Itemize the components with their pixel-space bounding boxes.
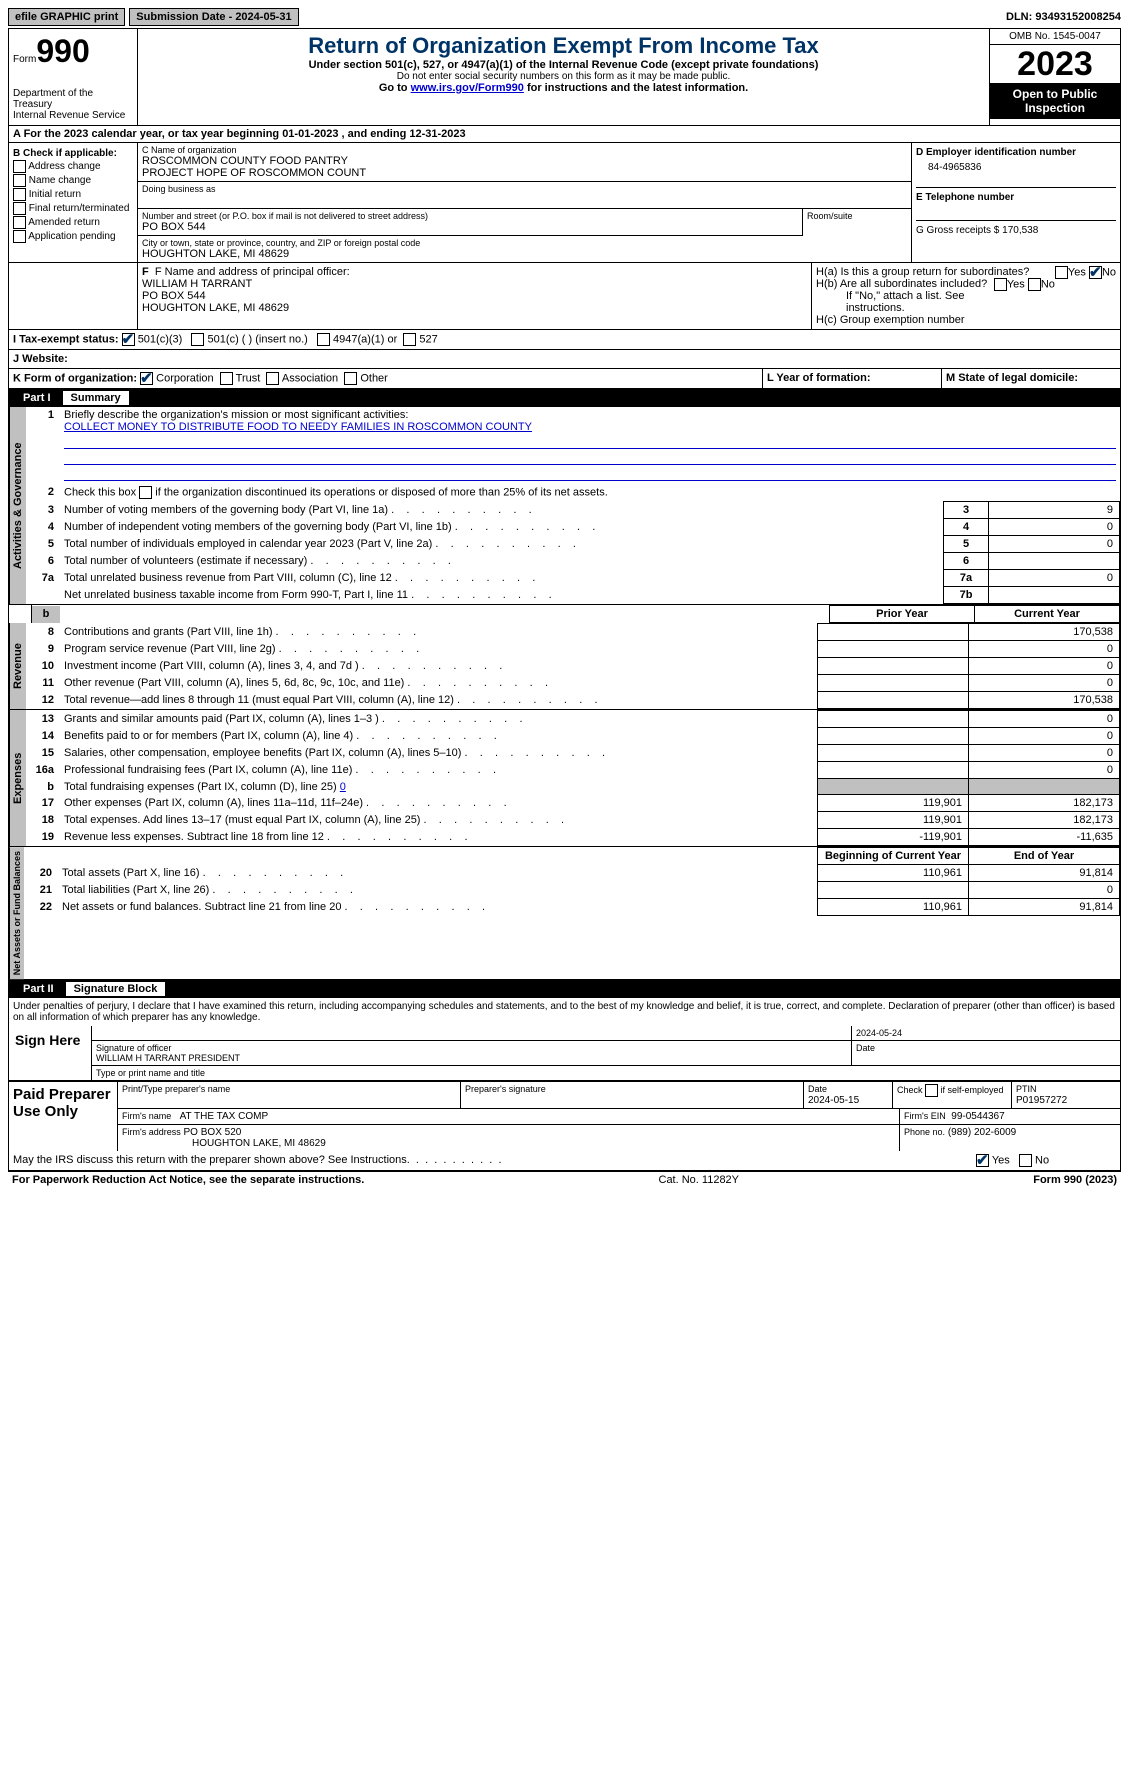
form-title-block: Return of Organization Exempt From Incom…	[138, 29, 989, 125]
efile-print-button[interactable]: efile GRAPHIC print	[8, 8, 125, 26]
section-c: C Name of organization ROSCOMMON COUNTY …	[138, 143, 912, 262]
form-id-block: Form990 Department of the Treasury Inter…	[9, 29, 138, 125]
mission-text: COLLECT MONEY TO DISTRIBUTE FOOD TO NEED…	[64, 421, 532, 433]
line-a: A For the 2023 calendar year, or tax yea…	[9, 126, 1120, 143]
section-d: D Employer identification number 84-4965…	[912, 143, 1120, 262]
section-j: J Website:	[9, 350, 1120, 368]
part1-header: Part I Summary	[9, 389, 1120, 407]
section-f: F F Name and address of principal office…	[138, 263, 812, 329]
perjury-text: Under penalties of perjury, I declare th…	[9, 998, 1120, 1026]
section-m: M State of legal domicile:	[942, 369, 1120, 388]
paid-preparer-label: Paid Preparer Use Only	[9, 1082, 118, 1151]
section-b: B Check if applicable: Address change Na…	[9, 143, 138, 262]
section-l: L Year of formation:	[763, 369, 942, 388]
part2-header: Part II Signature Block	[9, 980, 1120, 998]
section-k: K Form of organization: Corporation Trus…	[9, 369, 763, 388]
sign-here-label: Sign Here	[9, 1026, 92, 1080]
dln-label: DLN: 93493152008254	[1006, 11, 1121, 23]
tab-expenses: Expenses	[9, 710, 26, 846]
page-footer: For Paperwork Reduction Act Notice, see …	[8, 1171, 1121, 1188]
tab-revenue: Revenue	[9, 623, 26, 709]
submission-date-label: Submission Date - 2024-05-31	[129, 8, 298, 26]
irs-link[interactable]: www.irs.gov/Form990	[411, 82, 524, 94]
year-block: OMB No. 1545-0047 2023 Open to Public In…	[989, 29, 1120, 125]
section-h: H(a) Is this a group return for subordin…	[812, 263, 1120, 329]
discuss-question: May the IRS discuss this return with the…	[9, 1151, 972, 1170]
tab-net-assets: Net Assets or Fund Balances	[9, 847, 24, 979]
section-i: I Tax-exempt status: 501(c)(3) 501(c) ( …	[9, 330, 1120, 349]
tab-activities: Activities & Governance	[9, 407, 26, 604]
